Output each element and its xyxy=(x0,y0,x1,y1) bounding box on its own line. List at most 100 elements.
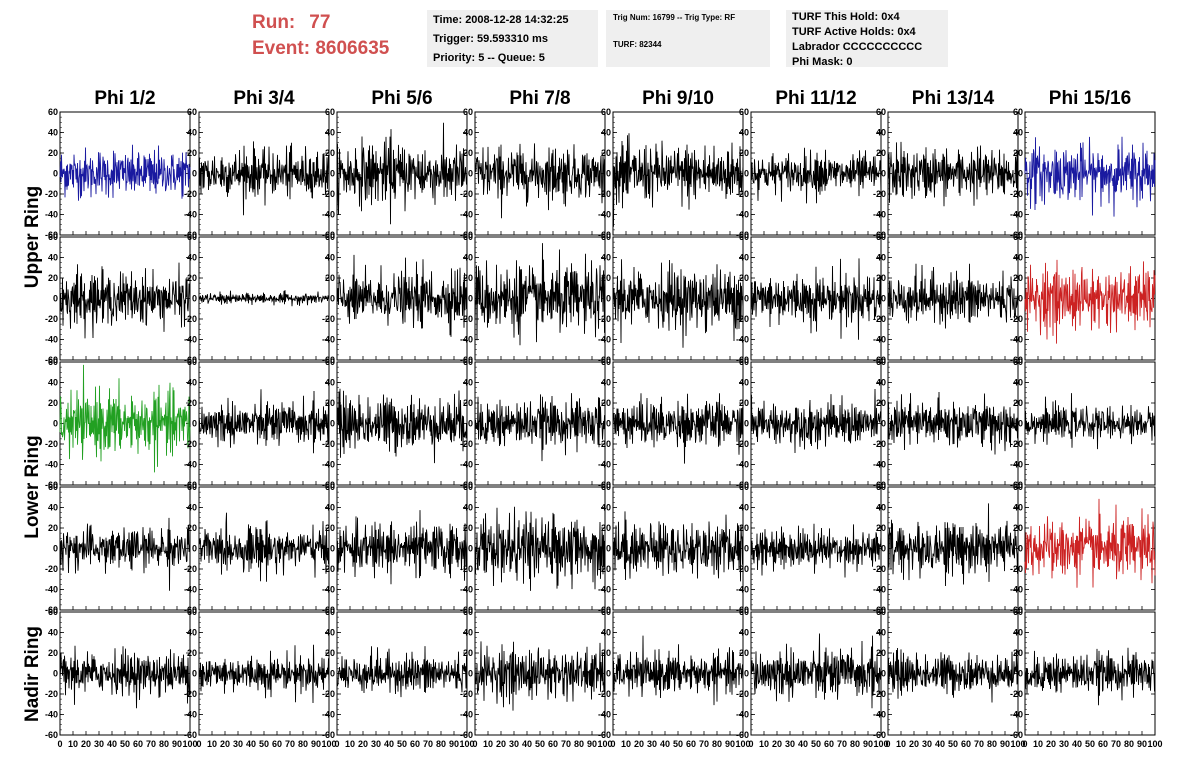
x-tick-label: 50 xyxy=(1085,739,1095,749)
y-tick-label: 60 xyxy=(48,357,58,367)
y-tick-label: 0 xyxy=(606,669,611,679)
y-tick-label: 40 xyxy=(876,628,886,638)
x-tick-label: 70 xyxy=(974,739,984,749)
x-tick-label: 30 xyxy=(647,739,657,749)
y-tick-label: 60 xyxy=(187,607,197,617)
y-tick-label: -20 xyxy=(460,439,473,449)
y-tick-label: 0 xyxy=(606,544,611,554)
y-tick-label: 60 xyxy=(48,482,58,492)
y-tick-label: 0 xyxy=(1018,419,1023,429)
y-tick-label: 0 xyxy=(881,669,886,679)
y-tick-label: 60 xyxy=(325,482,335,492)
y-tick-label: -20 xyxy=(460,314,473,324)
y-tick-label: 40 xyxy=(739,128,749,138)
y-tick-label: 20 xyxy=(463,273,473,283)
y-tick-label: -60 xyxy=(45,355,58,365)
y-tick-label: -60 xyxy=(1010,355,1023,365)
y-tick-label: -60 xyxy=(184,605,197,615)
y-tick-label: 40 xyxy=(1013,128,1023,138)
y-tick-label: -40 xyxy=(460,335,473,345)
waveform-trace xyxy=(612,635,744,706)
y-tick-label: -60 xyxy=(598,480,611,490)
x-tick-label: 20 xyxy=(634,739,644,749)
x-tick-label: 50 xyxy=(948,739,958,749)
y-tick-label: 0 xyxy=(468,669,473,679)
x-tick-label: 70 xyxy=(699,739,709,749)
x-tick-label: 60 xyxy=(961,739,971,749)
y-tick-label: 60 xyxy=(187,357,197,367)
x-tick-label: 70 xyxy=(146,739,156,749)
y-tick-label: -20 xyxy=(598,439,611,449)
y-tick-label: 20 xyxy=(463,148,473,158)
y-tick-label: -60 xyxy=(460,730,473,740)
y-tick-label: 40 xyxy=(601,628,611,638)
y-tick-label: -60 xyxy=(736,480,749,490)
y-tick-label: 0 xyxy=(744,294,749,304)
x-tick-label: 80 xyxy=(574,739,584,749)
y-tick-label: -40 xyxy=(45,585,58,595)
x-tick-label: 60 xyxy=(548,739,558,749)
y-tick-label: 40 xyxy=(463,128,473,138)
y-tick-label: 40 xyxy=(876,128,886,138)
x-tick-label: 10 xyxy=(759,739,769,749)
y-tick-label: -20 xyxy=(184,314,197,324)
x-tick-label: 0 xyxy=(334,739,339,749)
y-tick-label: -40 xyxy=(460,210,473,220)
x-tick-label: 100 xyxy=(459,739,474,749)
waveform-trace xyxy=(750,388,882,454)
x-tick-label: 80 xyxy=(850,739,860,749)
waveform-trace xyxy=(336,254,468,337)
y-tick-label: -20 xyxy=(1010,189,1023,199)
x-tick-label: 10 xyxy=(483,739,493,749)
y-tick-label: 20 xyxy=(48,398,58,408)
y-tick-label: 40 xyxy=(876,378,886,388)
y-tick-label: -20 xyxy=(1010,689,1023,699)
waveform-trace xyxy=(198,290,330,307)
y-tick-label: -40 xyxy=(1010,460,1023,470)
waveform-trace xyxy=(1024,259,1156,344)
x-tick-label: 90 xyxy=(172,739,182,749)
y-tick-label: 20 xyxy=(48,648,58,658)
x-tick-label: 20 xyxy=(220,739,230,749)
y-tick-label: -40 xyxy=(873,335,886,345)
y-tick-label: 20 xyxy=(187,523,197,533)
y-tick-label: 40 xyxy=(48,378,58,388)
y-tick-label: -40 xyxy=(322,210,335,220)
y-tick-label: -60 xyxy=(736,730,749,740)
waveform-trace xyxy=(336,510,468,585)
x-tick-label: 0 xyxy=(57,739,62,749)
run-event-box: Run: 77 Event: 8606635 xyxy=(252,10,389,62)
x-tick-label: 40 xyxy=(384,739,394,749)
y-tick-label: 60 xyxy=(187,107,197,117)
y-tick-label: 0 xyxy=(192,544,197,554)
y-tick-label: -60 xyxy=(45,230,58,240)
y-tick-label: 40 xyxy=(601,503,611,513)
x-tick-label: 50 xyxy=(120,739,130,749)
y-tick-label: 40 xyxy=(187,253,197,263)
y-tick-label: 20 xyxy=(463,648,473,658)
x-tick-label: 60 xyxy=(686,739,696,749)
y-tick-label: 0 xyxy=(330,169,335,179)
waveform-trace xyxy=(198,389,330,454)
y-tick-label: 20 xyxy=(739,523,749,533)
y-tick-label: 0 xyxy=(330,669,335,679)
y-tick-label: 20 xyxy=(876,648,886,658)
y-tick-label: -20 xyxy=(598,689,611,699)
x-tick-label: 80 xyxy=(712,739,722,749)
y-tick-label: -60 xyxy=(460,605,473,615)
ring-label: Lower Ring xyxy=(22,435,43,538)
waveform-trace xyxy=(336,646,468,698)
y-tick-label: -20 xyxy=(598,564,611,574)
y-tick-label: -20 xyxy=(322,314,335,324)
y-tick-label: 40 xyxy=(601,378,611,388)
y-tick-label: -40 xyxy=(322,460,335,470)
y-tick-label: 20 xyxy=(601,148,611,158)
waveform-trace xyxy=(887,263,1019,329)
y-tick-label: -60 xyxy=(736,355,749,365)
y-tick-label: 60 xyxy=(48,232,58,242)
y-tick-label: 60 xyxy=(876,607,886,617)
y-tick-label: -40 xyxy=(1010,585,1023,595)
waveform-trace xyxy=(474,641,606,711)
x-tick-label: 50 xyxy=(535,739,545,749)
y-tick-label: -20 xyxy=(1010,564,1023,574)
